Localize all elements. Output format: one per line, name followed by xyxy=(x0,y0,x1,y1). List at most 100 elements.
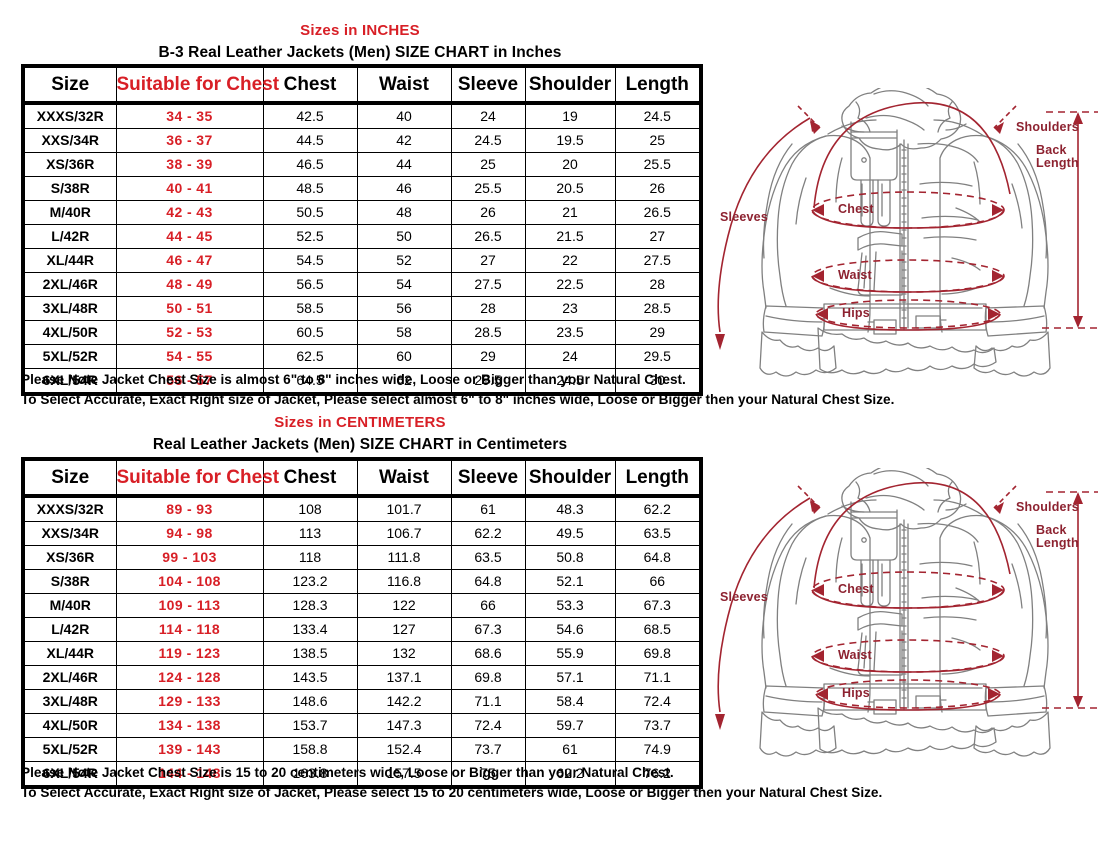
table-row: L/42R 114 - 118 133.4 127 67.3 54.6 68.5 xyxy=(22,617,702,642)
cell-waist: 106.7 xyxy=(356,521,452,546)
cell-size: 5XL/52R xyxy=(22,344,117,369)
cell-waist: 127 xyxy=(356,617,452,642)
cell-suitable-for-chest: 129 - 133 xyxy=(115,689,264,714)
cell-length: 68.5 xyxy=(614,617,702,642)
cell-waist: 42 xyxy=(356,128,452,153)
cell-sleeve: 66 xyxy=(450,593,526,618)
cell-sleeve: 24 xyxy=(450,102,526,129)
cell-size: 5XL/52R xyxy=(22,737,117,762)
cell-sleeve: 73.7 xyxy=(450,737,526,762)
column-header-waist: Waist xyxy=(356,458,452,498)
cell-suitable-for-chest: 36 - 37 xyxy=(115,128,264,153)
cell-waist: 40 xyxy=(356,102,452,129)
cell-shoulder: 62.2 xyxy=(524,761,616,788)
diagram-label-shoulders: Shoulders xyxy=(1016,500,1079,514)
cell-shoulder: 23 xyxy=(524,296,616,321)
cell-suitable-for-chest: 48 - 49 xyxy=(115,272,264,297)
cell-chest: 56.5 xyxy=(262,272,358,297)
cell-size: XXXS/32R xyxy=(22,102,117,129)
cell-sleeve: 28 xyxy=(450,296,526,321)
table-row: M/40R 109 - 113 128.3 122 66 53.3 67.3 xyxy=(22,593,702,618)
column-header-chest: Chest xyxy=(262,65,358,105)
cell-chest: 48.5 xyxy=(262,176,358,201)
cell-sleeve: 24.5 xyxy=(450,128,526,153)
cell-sleeve: 67.3 xyxy=(450,617,526,642)
cell-length: 28.5 xyxy=(614,296,702,321)
jacket-diagram-svg xyxy=(715,462,1098,757)
cell-suitable-for-chest: 99 - 103 xyxy=(115,545,264,570)
cell-suitable-for-chest: 54 - 55 xyxy=(115,344,264,369)
cell-chest: 64.5 xyxy=(262,368,358,395)
diagram-label-hips: Hips xyxy=(842,306,870,320)
cell-length: 74.9 xyxy=(614,737,702,762)
table-row: XXS/34R 94 - 98 113 106.7 62.2 49.5 63.5 xyxy=(22,521,702,546)
cell-chest: 52.5 xyxy=(262,224,358,249)
cell-suitable-for-chest: 144 - 148 xyxy=(115,761,264,788)
cell-chest: 50.5 xyxy=(262,200,358,225)
cell-sleeve: 27 xyxy=(450,248,526,273)
cell-chest: 138.5 xyxy=(262,641,358,666)
cell-suitable-for-chest: 119 - 123 xyxy=(115,641,264,666)
diagram-label-shoulders: Shoulders xyxy=(1016,120,1079,134)
cell-size: S/38R xyxy=(22,176,117,201)
column-header-shoulder: Shoulder xyxy=(524,65,616,105)
cell-size: L/42R xyxy=(22,224,117,249)
column-header-size: Size xyxy=(22,65,117,105)
cell-shoulder: 20 xyxy=(524,152,616,177)
cell-suitable-for-chest: 52 - 53 xyxy=(115,320,264,345)
table-row: 3XL/48R 129 - 133 148.6 142.2 71.1 58.4 72.4 xyxy=(22,689,702,714)
cell-sleeve: 71.1 xyxy=(450,689,526,714)
cell-sleeve: 75 xyxy=(450,761,526,788)
diagram-label-waist: Waist xyxy=(838,648,872,662)
cell-suitable-for-chest: 134 - 138 xyxy=(115,713,264,738)
cell-shoulder: 24.5 xyxy=(524,368,616,395)
cell-chest: 123.2 xyxy=(262,569,358,594)
cell-length: 64.8 xyxy=(614,545,702,570)
cell-sleeve: 72.4 xyxy=(450,713,526,738)
diagram-label-chest: Chest xyxy=(838,202,874,216)
cell-chest: 158.8 xyxy=(262,737,358,762)
cell-suitable-for-chest: 34 - 35 xyxy=(115,102,264,129)
cell-length: 73.7 xyxy=(614,713,702,738)
cell-length: 25.5 xyxy=(614,152,702,177)
cell-waist: 50 xyxy=(356,224,452,249)
cell-shoulder: 49.5 xyxy=(524,521,616,546)
cell-size: XXXS/32R xyxy=(22,495,117,522)
column-header-suitable-for-chest: Suitable for Chest xyxy=(115,458,279,498)
cell-length: 28 xyxy=(614,272,702,297)
cell-length: 67.3 xyxy=(614,593,702,618)
column-header-chest: Chest xyxy=(262,458,358,498)
cell-shoulder: 48.3 xyxy=(524,495,616,522)
size-table-centimeters: Size Suitable for Chest Chest Waist Slee… xyxy=(21,457,703,789)
cell-suitable-for-chest: 46 - 47 xyxy=(115,248,264,273)
cell-suitable-for-chest: 50 - 51 xyxy=(115,296,264,321)
cell-sleeve: 26 xyxy=(450,200,526,225)
size-chart-section-centimeters: Sizes in CENTIMETERS Real Leather Jacket… xyxy=(0,406,1107,859)
cell-waist: 147.3 xyxy=(356,713,452,738)
cell-waist: 122 xyxy=(356,593,452,618)
cell-shoulder: 23.5 xyxy=(524,320,616,345)
cell-length: 69.8 xyxy=(614,641,702,666)
cell-length: 29 xyxy=(614,320,702,345)
cell-size: XS/36R xyxy=(22,152,117,177)
cell-waist: 60 xyxy=(356,344,452,369)
cell-suitable-for-chest: 124 - 128 xyxy=(115,665,264,690)
cell-sleeve: 28.5 xyxy=(450,320,526,345)
jacket-diagram-svg xyxy=(715,82,1098,377)
cell-sleeve: 27.5 xyxy=(450,272,526,297)
cell-chest: 153.7 xyxy=(262,713,358,738)
cell-shoulder: 55.9 xyxy=(524,641,616,666)
diagram-label-back-length-line1: Back xyxy=(1036,523,1067,537)
cell-sleeve: 62.2 xyxy=(450,521,526,546)
diagram-label-back-length-line2: Length xyxy=(1036,156,1079,170)
table-row: 3XL/48R 50 - 51 58.5 56 28 23 28.5 xyxy=(22,296,702,321)
cell-shoulder: 19 xyxy=(524,102,616,129)
cell-waist: 56 xyxy=(356,296,452,321)
cell-suitable-for-chest: 44 - 45 xyxy=(115,224,264,249)
section-title-cm-units: Sizes in CENTIMETERS xyxy=(274,414,446,431)
cell-length: 66 xyxy=(614,569,702,594)
cell-length: 76.2 xyxy=(614,761,702,788)
table-row: XL/44R 119 - 123 138.5 132 68.6 55.9 69.8 xyxy=(22,641,702,666)
cell-chest: 44.5 xyxy=(262,128,358,153)
table-row: XL/44R 46 - 47 54.5 52 27 22 27.5 xyxy=(22,248,702,273)
